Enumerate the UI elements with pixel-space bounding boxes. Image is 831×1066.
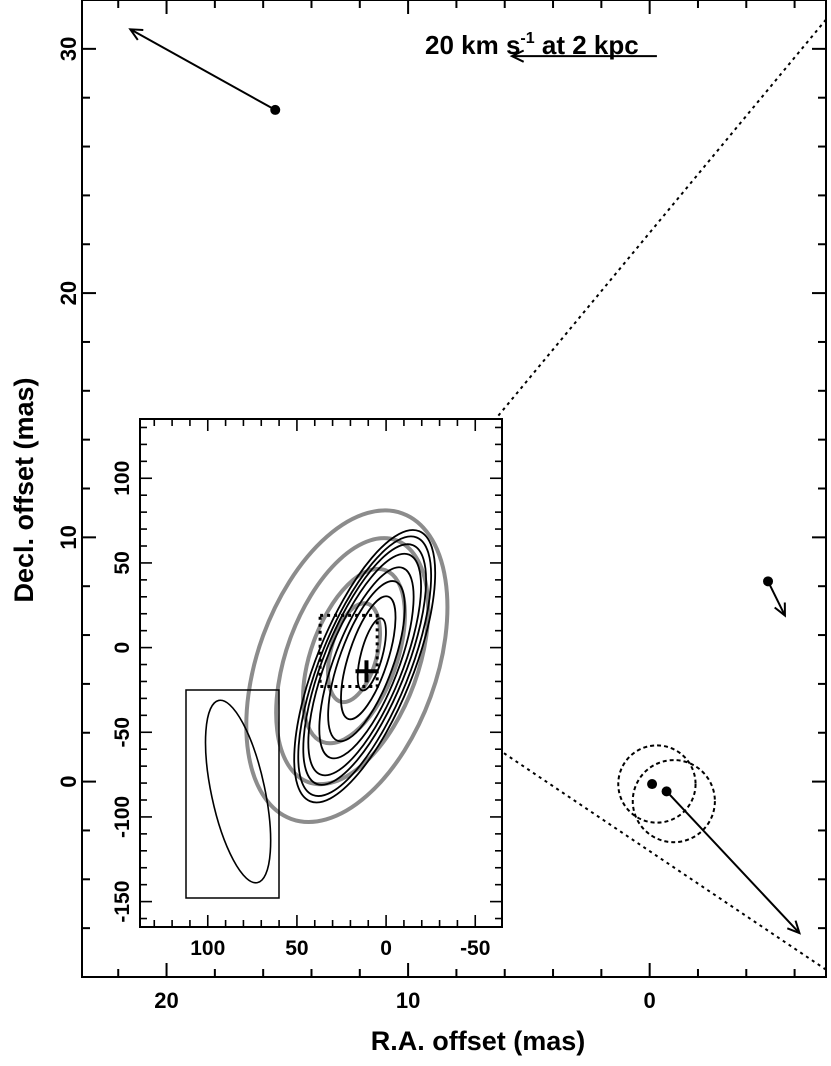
gray-contour	[274, 536, 431, 787]
gray-contour	[301, 566, 407, 746]
black-contour	[297, 535, 433, 797]
inset-x-tick-label: 100	[190, 937, 225, 960]
x-tick-label: 10	[396, 988, 420, 1013]
inset-y-tick-label: -100	[111, 796, 134, 838]
x-axis-label: R.A. offset (mas)	[371, 1026, 586, 1056]
inset-y-tick-label: 0	[111, 642, 134, 654]
inset-y-tick-label: 50	[111, 551, 134, 574]
x-tick-label: 0	[644, 988, 656, 1013]
inset-y-tick-label: 100	[111, 461, 134, 496]
motion-vector-head	[774, 602, 786, 618]
beam-box	[185, 689, 280, 899]
inset-marks	[185, 613, 379, 899]
y-tick-label: 30	[56, 37, 81, 61]
black-contour	[340, 595, 397, 721]
dotted-box	[318, 613, 379, 689]
scale-annotation-text: 20 km s-1 at 2 kpc	[425, 30, 639, 60]
y-tick-label: 20	[56, 281, 81, 305]
motion-vector	[767, 580, 786, 616]
black-contour	[327, 580, 406, 743]
dashed-circles	[617, 744, 716, 844]
y-tick-label: 10	[56, 525, 81, 549]
motion-vector	[665, 790, 801, 934]
motion-vector-head	[786, 920, 802, 935]
black-contour	[318, 566, 415, 760]
inset-x-tick-label: -50	[460, 937, 490, 960]
inset-tick-labels: 100 50 0 -50 100 50 0 -50 -100 -150	[111, 461, 490, 960]
motion-vector	[129, 28, 276, 111]
dashed-circle	[631, 759, 716, 844]
beam-ellipse	[204, 699, 272, 884]
motion-vector-head	[128, 28, 144, 41]
inset-panel: 100 50 0 -50 100 50 0 -50 -100 -150	[111, 418, 503, 960]
y-tick-label: 0	[56, 775, 81, 787]
inset-y-tick-label: -50	[111, 717, 134, 747]
inset-contours	[244, 508, 450, 824]
x-tick-label: 20	[154, 988, 178, 1013]
black-contour	[302, 543, 427, 786]
maser-spot	[647, 779, 658, 790]
dashed-circle	[617, 744, 697, 824]
inset-axis-ticks	[140, 419, 502, 927]
scale-arrow-head	[509, 49, 525, 63]
black-contour	[307, 552, 422, 777]
proper-motion-vectors	[128, 28, 802, 935]
inset-y-tick-label: -150	[111, 881, 134, 923]
main-axis-ticks	[82, 0, 826, 977]
dotted-line	[392, 18, 827, 543]
black-contour	[293, 529, 437, 804]
gray-contour	[244, 508, 450, 824]
inset-x-tick-label: 0	[380, 937, 392, 960]
inset-x-tick-label: 50	[285, 937, 308, 960]
black-contour	[356, 617, 387, 692]
scale-annotation: 20 km s-1 at 2 kpc	[425, 30, 657, 63]
y-axis-label: Decl. offset (mas)	[9, 377, 39, 602]
